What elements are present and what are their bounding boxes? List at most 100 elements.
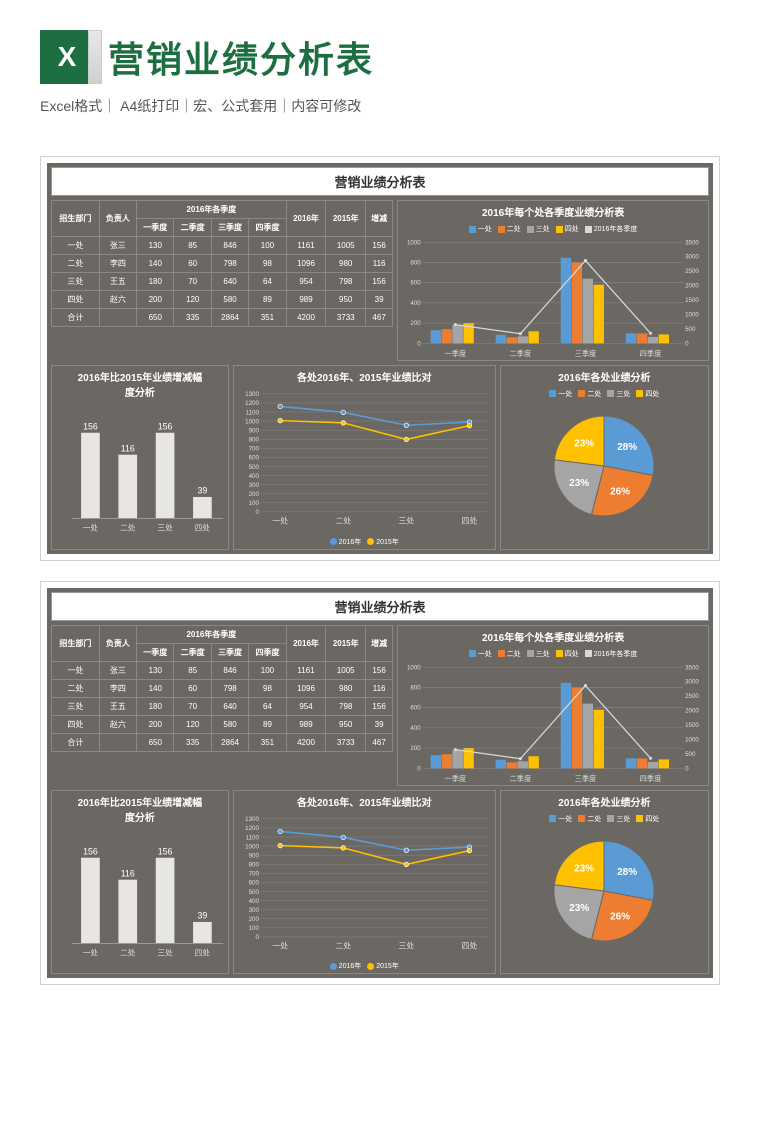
svg-text:900: 900 <box>248 427 259 434</box>
svg-text:1000: 1000 <box>407 239 421 246</box>
table-row: 合计650335286435142003733467 <box>52 733 393 751</box>
svg-text:四处: 四处 <box>461 940 477 950</box>
pie-legend: 一处二处三处四处 <box>501 812 708 826</box>
svg-text:3500: 3500 <box>685 239 699 246</box>
svg-text:2000: 2000 <box>685 707 699 714</box>
svg-text:2500: 2500 <box>685 693 699 700</box>
performance-table: 招生部门负责人 2016年各季度 2016年2015年增减 一季度二季度三季度四… <box>51 200 393 327</box>
svg-text:3500: 3500 <box>685 664 699 671</box>
svg-text:400: 400 <box>248 473 259 480</box>
svg-text:300: 300 <box>248 482 259 489</box>
svg-text:39: 39 <box>198 486 208 496</box>
svg-text:三处: 三处 <box>157 522 173 532</box>
svg-text:2500: 2500 <box>685 268 699 275</box>
svg-text:二处: 二处 <box>120 947 136 957</box>
svg-text:一季度: 一季度 <box>445 349 467 358</box>
svg-text:900: 900 <box>248 852 259 859</box>
svg-text:500: 500 <box>248 888 259 895</box>
svg-text:23%: 23% <box>570 902 590 913</box>
svg-text:100: 100 <box>248 500 259 507</box>
svg-text:三处: 三处 <box>157 947 173 957</box>
svg-text:2000: 2000 <box>685 283 699 290</box>
table-row: 一处张三1308584610011611005156 <box>52 237 393 255</box>
table-row: 三处王五1807064064954798156 <box>52 697 393 715</box>
svg-text:400: 400 <box>248 897 259 904</box>
svg-text:100: 100 <box>248 925 259 932</box>
svg-text:600: 600 <box>248 455 259 462</box>
table-row: 二处李四14060798981096980116 <box>52 255 393 273</box>
svg-text:四季度: 四季度 <box>640 773 662 782</box>
page-subtitle: Excel格式｜ A4纸打印｜宏、公式套用｜内容可修改 <box>0 96 760 136</box>
svg-text:二季度: 二季度 <box>510 349 532 358</box>
grouped-bar-legend: 一处二处三处四处2016年各季度 <box>398 647 708 661</box>
svg-text:0: 0 <box>417 340 421 347</box>
svg-text:1000: 1000 <box>685 736 699 743</box>
svg-text:1000: 1000 <box>685 312 699 319</box>
line-compare-legend: 2016年2015年 <box>234 535 495 549</box>
svg-text:26%: 26% <box>610 911 630 922</box>
svg-text:156: 156 <box>83 846 98 856</box>
svg-text:一处: 一处 <box>83 947 99 957</box>
table-header-row: 招生部门负责人 2016年各季度 2016年2015年增减 <box>52 625 393 643</box>
svg-text:三季度: 三季度 <box>575 773 597 782</box>
svg-text:156: 156 <box>158 421 173 431</box>
svg-text:700: 700 <box>248 870 259 877</box>
svg-text:四处: 四处 <box>195 522 211 532</box>
table-row: 二处李四14060798981096980116 <box>52 679 393 697</box>
svg-text:23%: 23% <box>570 478 590 489</box>
svg-text:三处: 三处 <box>398 940 414 950</box>
pie-chart: 28%26%23%23% <box>534 406 674 526</box>
svg-text:200: 200 <box>411 320 422 327</box>
table-row: 三处王五1807064064954798156 <box>52 273 393 291</box>
svg-text:1100: 1100 <box>245 409 259 416</box>
table-panel: 招生部门负责人 2016年各季度 2016年2015年增减 一季度二季度三季度四… <box>51 625 393 786</box>
svg-text:800: 800 <box>411 684 422 691</box>
svg-text:二处: 二处 <box>335 940 351 950</box>
table-panel: 招生部门负责人 2016年各季度 2016年2015年增减 一季度二季度三季度四… <box>51 200 393 361</box>
svg-text:500: 500 <box>248 464 259 471</box>
svg-text:1500: 1500 <box>685 722 699 729</box>
svg-text:28%: 28% <box>618 866 638 877</box>
dashboard-card: 营销业绩分析表 招生部门负责人 2016年各季度 2016年2015年增减 一季… <box>40 581 720 986</box>
svg-text:二处: 二处 <box>120 522 136 532</box>
svg-text:500: 500 <box>685 326 696 333</box>
svg-text:1200: 1200 <box>245 825 259 832</box>
diff-bar-panel: 2016年比2015年业绩增减幅 度分析 156一处116二处156三处39四处 <box>51 365 229 550</box>
diff-bar-panel: 2016年比2015年业绩增减幅 度分析 156一处116二处156三处39四处 <box>51 790 229 975</box>
svg-text:200: 200 <box>411 745 422 752</box>
svg-text:700: 700 <box>248 446 259 453</box>
svg-text:800: 800 <box>248 861 259 868</box>
svg-text:400: 400 <box>411 300 422 307</box>
table-header-row: 招生部门负责人 2016年各季度 2016年2015年增减 <box>52 201 393 219</box>
svg-text:四处: 四处 <box>461 515 477 525</box>
table-row: 四处赵六2001205808998995039 <box>52 291 393 309</box>
diff-bar-chart: 156一处116二处156三处39四处 <box>52 827 228 959</box>
svg-text:600: 600 <box>411 280 422 287</box>
svg-text:四季度: 四季度 <box>640 349 662 358</box>
svg-text:3000: 3000 <box>685 254 699 261</box>
page-header: 营销业绩分析表 <box>0 0 760 96</box>
svg-text:26%: 26% <box>610 486 630 497</box>
page-title: 营销业绩分析表 <box>108 31 374 83</box>
svg-text:三季度: 三季度 <box>575 349 597 358</box>
svg-text:四处: 四处 <box>195 947 211 957</box>
svg-text:0: 0 <box>255 509 259 516</box>
svg-text:1000: 1000 <box>245 843 259 850</box>
svg-text:300: 300 <box>248 906 259 913</box>
line-compare-panel: 各处2016年、2015年业绩比对 0100200300400500600700… <box>233 790 496 975</box>
svg-text:600: 600 <box>248 879 259 886</box>
grouped-bar-panel: 2016年每个处各季度业绩分析表 一处二处三处四处2016年各季度 020040… <box>397 625 709 786</box>
svg-text:1000: 1000 <box>407 664 421 671</box>
dashboard-title: 营销业绩分析表 <box>51 167 709 196</box>
line-compare-chart: 0100200300400500600700800900100011001200… <box>234 387 495 535</box>
pie-panel: 2016年各处业绩分析 一处二处三处四处 28%26%23%23% <box>500 790 709 975</box>
svg-text:400: 400 <box>411 725 422 732</box>
svg-text:一处: 一处 <box>272 940 288 950</box>
pie-legend: 一处二处三处四处 <box>501 387 708 401</box>
svg-text:1300: 1300 <box>245 391 259 398</box>
svg-text:23%: 23% <box>575 863 595 874</box>
svg-text:200: 200 <box>248 916 259 923</box>
svg-text:0: 0 <box>685 340 689 347</box>
svg-text:156: 156 <box>158 846 173 856</box>
diff-bar-chart: 156一处116二处156三处39四处 <box>52 402 228 534</box>
